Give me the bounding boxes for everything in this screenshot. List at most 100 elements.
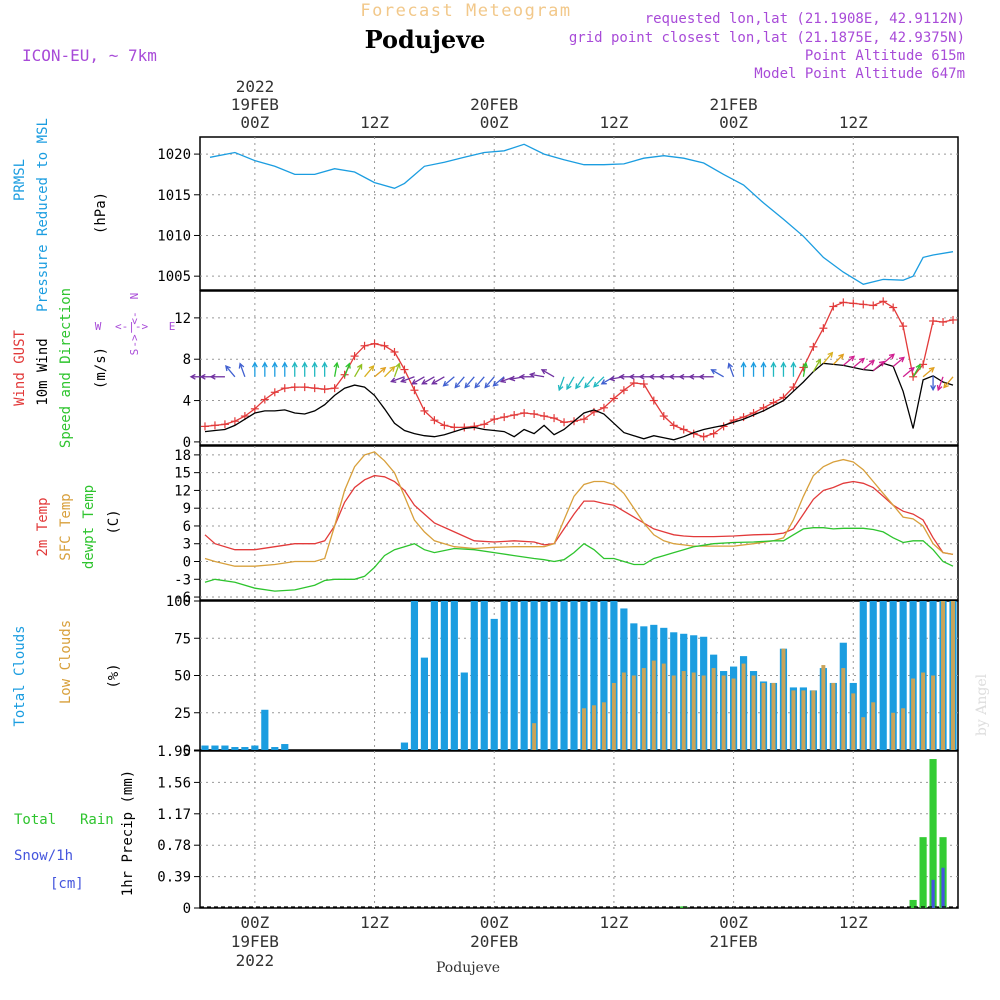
wind-arrow-icon	[484, 376, 495, 389]
wind-arrow-shaft	[862, 360, 875, 371]
wind-arrow-head	[225, 365, 231, 372]
low-cloud-bar	[931, 675, 936, 750]
wind-arrow-icon	[943, 376, 954, 389]
wind-arrow-head	[400, 377, 407, 383]
wind-arrow-shaft	[822, 352, 833, 364]
wind-arrow-head	[618, 373, 625, 380]
total-cloud-bar	[450, 601, 458, 750]
top-axis-time: 12Z	[599, 113, 628, 132]
model-altitude: Model Point Altitude 647m	[754, 66, 965, 82]
wind-arrow-head	[943, 382, 949, 389]
bottom-axis-time: 00Z	[480, 913, 509, 932]
precip-ytick-label: 0.78	[157, 838, 191, 854]
wind-arrow-shaft	[464, 376, 475, 388]
low-cloud-bar	[601, 702, 606, 750]
wind-arrow-icon	[333, 361, 340, 377]
wind-arrow-icon	[209, 373, 225, 380]
wind-arrow-icon	[872, 360, 885, 372]
precip-frame	[199, 750, 959, 909]
wind-arrow-shaft	[842, 355, 855, 366]
wind-arrow-head	[848, 355, 856, 362]
wind-arrow-head	[431, 379, 438, 385]
wind-arrow-icon	[528, 372, 545, 378]
wind-arrow-head	[858, 357, 866, 364]
meteogram-subtitle: Forecast Meteogram	[360, 1, 571, 21]
total-cloud-bar	[440, 601, 448, 750]
grid-point-coords: grid point closest lon,lat (21.1875E, 42…	[569, 30, 965, 46]
total-clouds-label: Total Clouds	[12, 625, 28, 726]
gust-marker	[849, 299, 858, 308]
wind-arrow-icon	[390, 376, 405, 383]
wind-arrow-head	[321, 361, 328, 368]
pressure-frame	[199, 136, 959, 291]
wind-arrow-head	[209, 373, 216, 380]
wind-arrow-icon	[780, 361, 787, 377]
gust-marker	[220, 420, 229, 429]
low-cloud-bar	[851, 693, 856, 750]
top-axis-time: 00Z	[240, 113, 269, 132]
top-axis-year: 2022	[236, 77, 275, 96]
wind-arrow-shaft	[832, 354, 844, 365]
wind-arrow-icon	[790, 361, 797, 377]
temp-ytick-label: -3	[174, 572, 191, 588]
total-cloud-bar	[261, 709, 269, 750]
total-cloud-bar	[281, 744, 289, 750]
wind-arrow-icon	[411, 376, 425, 385]
wind-arrow-shaft	[584, 376, 595, 388]
total-cloud-bar	[869, 601, 877, 750]
wind-arrow-shaft	[431, 376, 445, 385]
gust-marker	[250, 404, 259, 413]
gust-marker	[809, 342, 818, 351]
total-cloud-bar	[590, 601, 598, 750]
wind-arrow-head	[750, 361, 757, 368]
low-cloud-bar	[791, 690, 796, 750]
total-cloud-bar	[480, 601, 488, 750]
clouds-ytick-label: 0	[183, 743, 191, 759]
temp-ytick-label: 15	[174, 466, 191, 482]
wind-arrow-shaft	[484, 376, 495, 388]
bottom-axis-time: 00Z	[719, 913, 748, 932]
gust-marker	[490, 415, 499, 424]
wind-arrow-head	[790, 361, 797, 368]
wind-arrow-head	[930, 385, 937, 392]
wind-arrow-head	[727, 362, 733, 369]
total-cloud-bar	[221, 745, 229, 750]
wind-arrow-head	[509, 375, 516, 382]
wind-arrow-shaft	[421, 376, 435, 385]
temp-ytick-label: 12	[174, 483, 191, 499]
wind-arrow-shaft	[872, 361, 885, 372]
gust-marker	[350, 352, 359, 361]
bottom-axis-date: 20FEB	[470, 932, 518, 951]
low-clouds-label: Low Clouds	[58, 620, 74, 704]
wind-arrow-icon	[760, 361, 767, 377]
model-name: ICON-EU, ~ 7km	[22, 46, 157, 65]
temp2m-label: 2m Temp	[35, 497, 51, 556]
wind-arrow-head	[628, 373, 635, 380]
wind-arrow-shaft	[593, 376, 605, 388]
compass-icon: W E <-|-> N S <- ->	[95, 293, 176, 356]
precip-ytick-label: 0.39	[157, 870, 191, 886]
sfc-temp-label: SFC Temp	[58, 493, 74, 560]
precip-ytick-label: 1.95	[157, 744, 191, 760]
gust-marker	[869, 301, 878, 310]
wind-arrow-icon	[311, 361, 318, 377]
wind-arrow-icon	[575, 376, 585, 390]
compass-n: N	[128, 293, 141, 300]
wind-arrow-head	[593, 381, 600, 388]
total-cloud-bar	[550, 601, 558, 750]
wind-arrow-head	[390, 377, 397, 383]
bottom-axis-date: 21FEB	[710, 932, 758, 951]
wind-series-1	[204, 362, 954, 441]
wind-arrow-head	[557, 384, 564, 392]
wind-arrow-head	[345, 362, 351, 369]
gust-marker	[639, 380, 648, 389]
wind-arrow-icon	[862, 359, 876, 371]
snow-bar	[931, 879, 935, 908]
gust-marker	[550, 414, 559, 423]
wind-arrow-icon	[882, 353, 895, 364]
wind-ytick-label: 12	[174, 311, 191, 327]
gust-marker	[599, 403, 608, 412]
gust-marker	[579, 415, 588, 424]
gust-marker	[410, 386, 419, 395]
credit-watermark: by Angel	[974, 673, 990, 736]
